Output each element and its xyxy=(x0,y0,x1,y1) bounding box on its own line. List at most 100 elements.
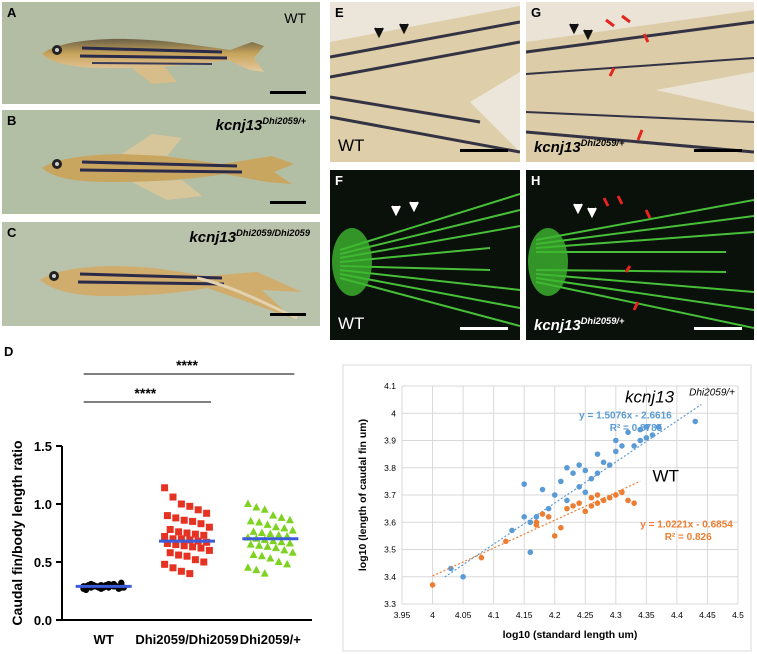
d-data-point xyxy=(277,513,286,521)
panel-g-label: G xyxy=(531,5,542,20)
d-data-point xyxy=(249,527,258,535)
d-data-point xyxy=(263,542,272,550)
i-data-point xyxy=(631,443,637,449)
i-y-tick-label: 3.5 xyxy=(384,545,396,555)
panel-b-photo: B kcnj13Dhi2059/+ xyxy=(2,110,320,214)
d-data-point xyxy=(280,545,289,554)
i-mutant-equation: y = 1.5076x - 2.6616 xyxy=(579,411,672,422)
d-data-point xyxy=(246,540,255,548)
panel-e-scalebar xyxy=(460,149,508,152)
i-data-point xyxy=(533,514,540,520)
i-y-tick-label: 3.9 xyxy=(384,436,396,446)
i-y-tick-label: 3.7 xyxy=(384,490,396,500)
d-x-tick-label: Dhi2059/Dhi2059 xyxy=(135,632,238,647)
d-data-point xyxy=(118,579,125,587)
d-significance-label: **** xyxy=(176,357,198,373)
i-data-point xyxy=(613,437,619,444)
panel-a-photo: A WT xyxy=(2,2,320,104)
i-data-point xyxy=(527,519,534,526)
d-significance-label: **** xyxy=(134,385,156,401)
panel-g-scalebar xyxy=(694,149,742,152)
d-data-point xyxy=(189,543,197,551)
i-data-point xyxy=(558,524,564,531)
i-data-point xyxy=(429,582,436,588)
d-data-point xyxy=(283,559,292,568)
i-x-tick-label: 4.4 xyxy=(671,610,683,620)
i-data-point xyxy=(594,470,601,476)
panel-b-genotype: kcnj13Dhi2059/+ xyxy=(216,116,306,134)
i-data-point xyxy=(619,443,625,449)
i-data-point xyxy=(600,459,607,466)
d-data-point xyxy=(186,570,194,578)
i-data-point xyxy=(564,505,570,512)
d-data-point xyxy=(197,544,205,552)
d-data-point xyxy=(82,586,90,594)
panel-c-scalebar xyxy=(270,313,306,316)
d-data-point xyxy=(252,502,261,511)
i-data-point xyxy=(588,475,595,482)
panel-f-scalebar xyxy=(460,327,508,330)
d-data-point xyxy=(172,541,180,549)
i-y-axis-title: log10 (length of caudal fin um) xyxy=(357,419,369,571)
d-data-point xyxy=(180,516,188,524)
homozygous-fish-image xyxy=(40,266,302,320)
d-y-tick-label: 1.0 xyxy=(34,497,52,512)
i-y-tick-label: 3.4 xyxy=(384,572,396,582)
d-y-tick-label: 0.0 xyxy=(34,613,52,628)
panel-d-label: D xyxy=(4,344,14,359)
i-data-point xyxy=(606,494,613,501)
d-data-point xyxy=(169,493,177,501)
d-data-point xyxy=(175,528,183,536)
i-data-point xyxy=(478,554,485,561)
panel-c-gene: kcnj13 xyxy=(189,229,237,246)
d-data-point xyxy=(266,529,275,538)
i-x-tick-label: 4 xyxy=(430,610,435,620)
d-data-point xyxy=(274,557,283,565)
i-data-point xyxy=(606,462,613,468)
i-data-point xyxy=(692,418,699,425)
i-x-tick-label: 4.1 xyxy=(488,610,500,620)
d-data-point xyxy=(257,528,266,536)
heterozygous-caudal-fin-fluorescence xyxy=(528,195,754,329)
i-x-tick-label: 4.25 xyxy=(577,610,594,620)
panel-f-photo: F WT xyxy=(330,170,520,340)
d-data-point xyxy=(288,548,297,556)
d-data-point xyxy=(177,567,185,575)
i-y-tick-label: 3.8 xyxy=(384,463,396,473)
panel-e-label: E xyxy=(335,5,344,20)
panel-b-allele: Dhi2059/+ xyxy=(262,116,306,126)
d-data-point xyxy=(166,549,174,557)
i-data-point xyxy=(625,429,631,436)
i-x-tick-label: 4.15 xyxy=(516,610,533,620)
panel-c-allele: Dhi2059/Dhi2059 xyxy=(236,228,310,238)
panel-f-genotype: WT xyxy=(338,314,365,333)
i-data-point xyxy=(460,573,466,580)
caudal-fin-ratio-chart: 0.0 0.5 1.0 1.5 Caudal fin/body length ratio… xyxy=(9,357,312,647)
d-data-point xyxy=(255,518,264,526)
i-data-point xyxy=(539,511,546,517)
d-data-point xyxy=(200,531,208,539)
d-x-tick-label: Dhi2059/+ xyxy=(240,632,301,647)
i-x-tick-label: 4.3 xyxy=(610,610,622,620)
d-data-point xyxy=(169,564,177,572)
wt-fish-image xyxy=(42,38,264,84)
panel-b-gene: kcnj13 xyxy=(215,117,263,134)
wt-caudal-fin-brightfield xyxy=(330,6,520,162)
i-data-point xyxy=(582,467,589,474)
panel-h-label: H xyxy=(531,173,541,188)
i-data-point xyxy=(551,533,558,539)
i-data-point xyxy=(655,424,662,430)
i-data-point xyxy=(570,470,576,476)
i-y-tick-label: 3.3 xyxy=(384,599,396,609)
d-y-tick-label: 0.5 xyxy=(34,555,52,570)
d-data-point xyxy=(169,535,177,543)
i-data-point xyxy=(564,497,570,504)
i-data-point xyxy=(503,538,509,545)
d-data-point xyxy=(271,522,280,531)
i-data-point xyxy=(570,503,576,509)
i-data-point xyxy=(509,527,515,534)
panel-e-photo: E WT xyxy=(330,2,520,162)
d-data-point xyxy=(263,520,272,528)
d-data-point xyxy=(200,558,208,566)
d-data-point xyxy=(269,511,278,519)
